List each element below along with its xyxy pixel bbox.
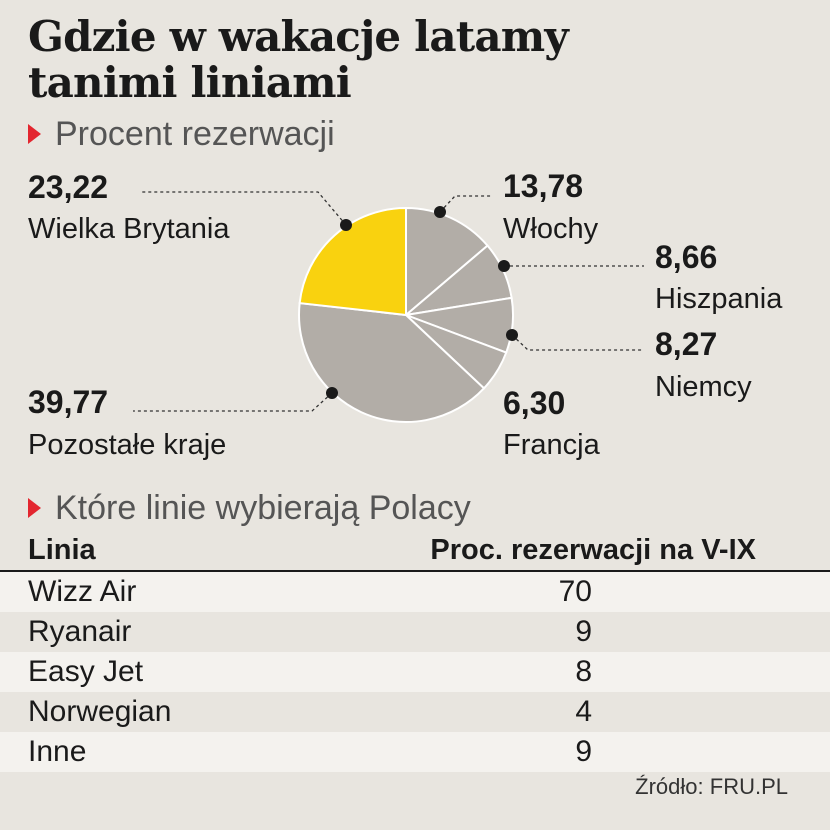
pie-slice — [298, 206, 407, 317]
section-heading-table: Które linie wybierają Polacy — [28, 488, 471, 528]
leader-line — [133, 392, 333, 412]
slice-value: 39,77 — [28, 384, 108, 420]
leader-line — [511, 334, 644, 351]
table-row: Inne 9 — [0, 732, 830, 772]
airline-name: Easy Jet — [28, 655, 144, 688]
pie-chart: 13,78 Włochy 8,66 Hiszpania 8,27 Niemcy 6,30 Fr… — [28, 168, 783, 461]
slice-label: Włochy — [503, 213, 599, 245]
leader-dot — [506, 329, 518, 341]
airline-name: Norwegian — [28, 695, 172, 728]
slice-label: Pozostałe kraje — [28, 429, 226, 461]
leader-line — [439, 195, 492, 213]
airline-name: Wizz Air — [28, 575, 137, 608]
leader-dot — [326, 387, 338, 399]
section-heading-pie: Procent rezerwacji — [28, 114, 335, 154]
leader-dot — [498, 260, 510, 272]
source-note: Źródło: FRU.PL — [635, 774, 788, 799]
slice-value: 23,22 — [28, 169, 108, 205]
table-header: Linia Proc. rezerwacji na V-IX — [0, 534, 830, 572]
table-row: Wizz Air 70 — [0, 572, 830, 612]
airline-name: Inne — [28, 735, 87, 768]
slice-value: 8,66 — [655, 239, 717, 275]
airline-percent: 4 — [575, 695, 592, 728]
red-triangle-icon — [28, 124, 41, 144]
airline-percent: 9 — [575, 615, 592, 648]
table-row: Norwegian 4 — [0, 692, 830, 732]
slice-label: Hiszpania — [655, 283, 783, 315]
red-triangle-icon — [28, 498, 41, 518]
header-percent: Proc. rezerwacji na V-IX — [430, 534, 756, 566]
slice-label: Wielka Brytania — [28, 213, 230, 245]
slice-value: 13,78 — [503, 168, 583, 204]
pie-slice — [298, 301, 486, 423]
slice-label: Niemcy — [655, 371, 752, 403]
leader-line — [140, 191, 347, 226]
slice-label: Francja — [503, 429, 601, 461]
pie-slice — [405, 206, 489, 318]
chart-title: Gdzie w wakacje latamy tanimi liniami — [28, 12, 569, 107]
airline-percent: 9 — [575, 735, 592, 768]
table-row: Easy Jet 8 — [0, 652, 830, 692]
airline-percent: 8 — [575, 655, 592, 688]
leader-dot — [340, 219, 352, 231]
table-row: Ryanair 9 — [0, 612, 830, 652]
airline-percent: 70 — [558, 575, 592, 608]
airlines-table: Linia Proc. rezerwacji na V-IX Wizz Air 7… — [0, 534, 830, 772]
slice-value: 8,27 — [655, 326, 717, 362]
slice-value: 6,30 — [503, 385, 565, 421]
header-airline: Linia — [28, 534, 96, 566]
leader-dot — [434, 206, 446, 218]
airline-name: Ryanair — [28, 615, 132, 648]
